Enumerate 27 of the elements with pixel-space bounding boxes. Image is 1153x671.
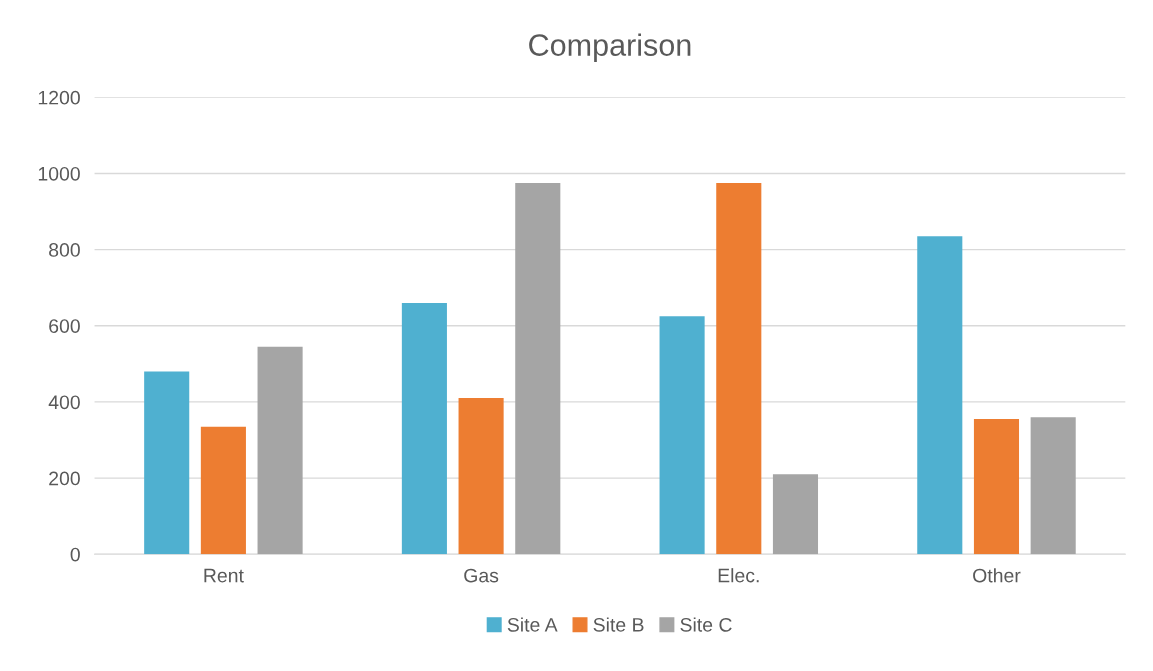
y-tick-label: 800	[49, 243, 80, 257]
y-tick-label: 0	[70, 547, 80, 562]
x-tick-label: Gas	[464, 568, 499, 583]
y-tick-label: 400	[48, 395, 80, 410]
bar	[772, 474, 819, 555]
bar	[144, 371, 190, 555]
bar	[1030, 417, 1076, 555]
x-tick-label: Rent	[204, 568, 244, 583]
y-tick-label: 200	[49, 471, 80, 486]
bar	[716, 182, 762, 555]
y-tick-label: 600	[49, 319, 80, 334]
legend-label: Site A	[507, 617, 558, 632]
x-tick-label: Other	[973, 568, 1021, 583]
bar	[917, 236, 963, 555]
legend-label: Site C	[680, 617, 732, 632]
bar	[458, 398, 504, 555]
y-tick-label: 1200	[38, 90, 80, 105]
bar	[659, 316, 705, 555]
bar	[257, 346, 303, 555]
bar	[973, 419, 1020, 555]
chart-title: Comparison	[529, 33, 691, 62]
bar	[515, 182, 561, 555]
legend-label: Site B	[593, 617, 644, 632]
bar	[200, 426, 246, 555]
x-tick-label: Elec.	[718, 568, 759, 583]
y-tick-label: 1000	[38, 166, 80, 181]
bar	[401, 302, 447, 555]
